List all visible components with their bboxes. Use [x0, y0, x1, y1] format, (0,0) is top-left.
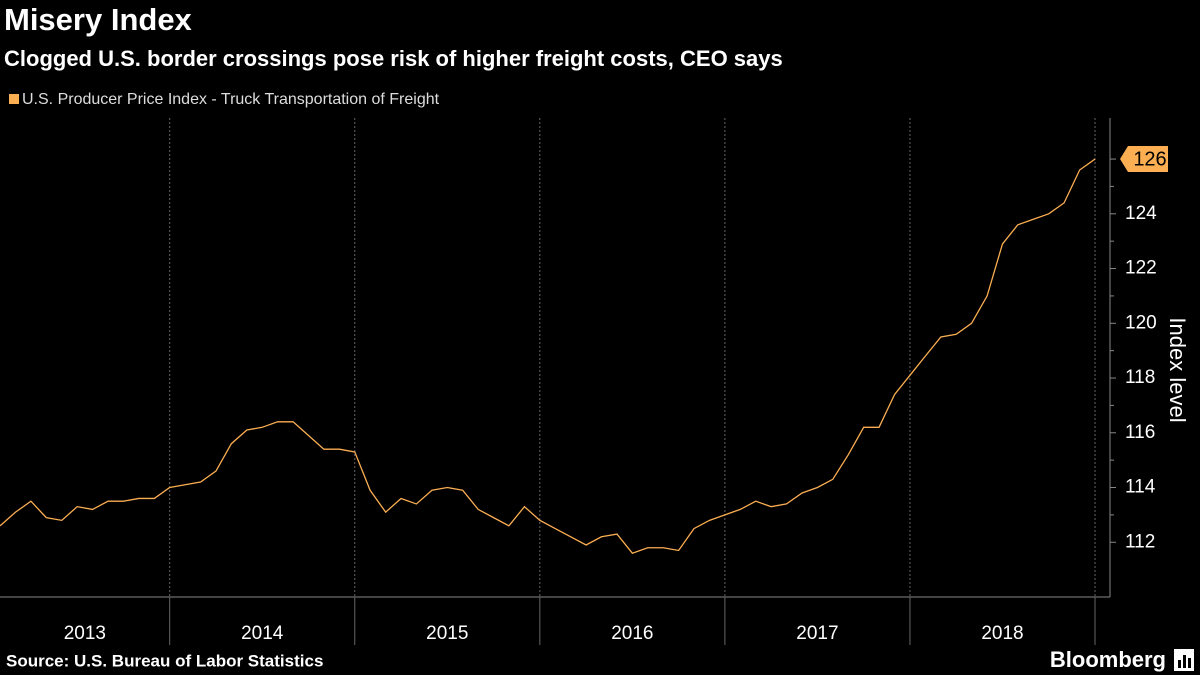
- x-tick-label: 2017: [796, 623, 838, 644]
- y-axis-title: Index level: [1165, 317, 1190, 422]
- chart-subtitle: Clogged U.S. border crossings pose risk …: [4, 46, 783, 71]
- y-tick-label: 124: [1125, 203, 1157, 224]
- x-tick-label: 2014: [241, 623, 284, 644]
- chart-title: Misery Index: [4, 2, 193, 37]
- y-tick-label: 114: [1125, 477, 1156, 498]
- x-tick-label: 2016: [611, 623, 653, 644]
- x-tick-label: 2015: [426, 623, 468, 644]
- y-tick-label: 118: [1125, 367, 1155, 388]
- y-tick-label: 112: [1125, 531, 1155, 552]
- value-label: 126: [1133, 148, 1166, 170]
- value-label-box: [1120, 146, 1168, 173]
- y-tick-label: 116: [1125, 422, 1155, 443]
- y-tick-label: 122: [1125, 258, 1157, 279]
- brand: Bloomberg: [1050, 647, 1166, 672]
- y-tick-label: 120: [1125, 312, 1157, 333]
- x-tick-label: 2018: [981, 623, 1023, 644]
- legend-swatch: [9, 94, 19, 104]
- legend-label: U.S. Producer Price Index - Truck Transp…: [22, 91, 440, 108]
- brand-icon: [1174, 649, 1194, 671]
- line: [0, 158, 1096, 554]
- source: Source: U.S. Bureau of Labor Statistics: [6, 651, 323, 670]
- x-tick-label: 2013: [64, 623, 106, 644]
